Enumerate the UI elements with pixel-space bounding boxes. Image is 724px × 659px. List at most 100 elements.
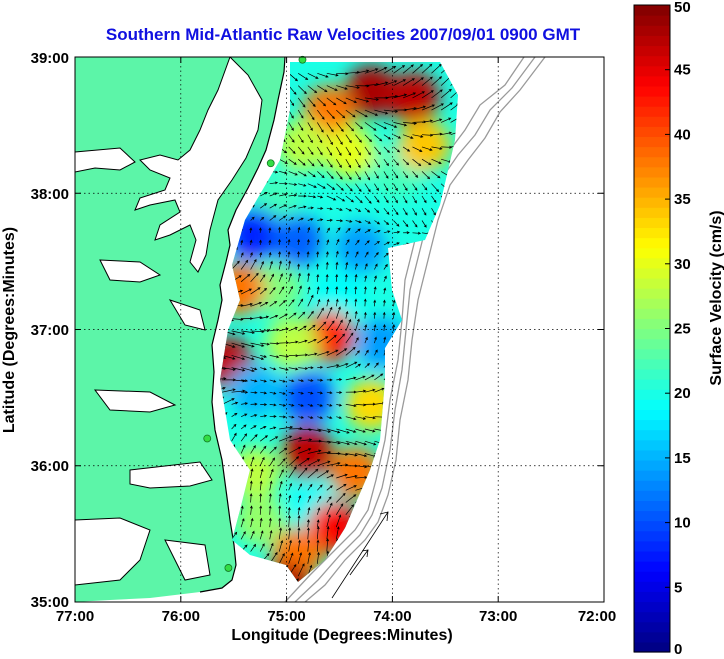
velocity-vector <box>345 171 352 181</box>
velocity-vector <box>250 434 258 442</box>
velocity-vector <box>240 252 244 258</box>
velocity-vector <box>345 346 356 356</box>
x-tick-label: 75:00 <box>267 608 305 625</box>
velocity-vector <box>316 519 320 528</box>
colorbar-tick-label: 5 <box>674 579 682 596</box>
velocity-vector <box>345 485 357 491</box>
velocity-vector <box>298 448 312 454</box>
velocity-vector <box>450 116 458 123</box>
velocity-vector <box>402 121 418 125</box>
velocity-vector <box>288 456 300 466</box>
velocity-vector <box>317 428 332 433</box>
velocity-vector <box>317 378 324 382</box>
velocity-vector <box>402 195 408 204</box>
velocity-vector <box>250 530 255 540</box>
velocity-vector <box>421 171 431 180</box>
velocity-vector <box>363 298 367 307</box>
colorbar-cell <box>634 470 670 481</box>
velocity-vector <box>392 311 396 319</box>
velocity-vector <box>393 230 401 234</box>
velocity-vector <box>260 403 268 407</box>
velocity-vector <box>268 493 272 503</box>
colorbar-cell <box>634 95 670 107</box>
velocity-vector <box>393 79 407 86</box>
radar-station-marker <box>203 434 212 443</box>
colorbar-cell <box>634 186 670 198</box>
velocity-vector <box>383 220 390 226</box>
velocity-vector <box>269 342 280 345</box>
velocity-vector <box>374 146 381 155</box>
velocity-vector <box>335 298 339 307</box>
velocity-vector <box>269 273 274 282</box>
velocity-vector <box>297 506 301 515</box>
velocity-vector <box>269 426 277 430</box>
velocity-vector <box>393 183 398 192</box>
velocity-vector <box>288 340 299 344</box>
velocity-vector <box>260 379 267 383</box>
velocity-vector <box>383 275 387 282</box>
velocity-vector <box>336 219 344 223</box>
velocity-vector <box>297 251 300 258</box>
velocity-vector <box>364 159 371 169</box>
velocity-vector <box>307 218 314 221</box>
velocity-vector <box>345 97 358 103</box>
velocity-vector <box>326 97 337 106</box>
velocity-vector <box>317 206 324 210</box>
velocity-vector <box>259 543 265 552</box>
colorbar-cell <box>634 348 670 360</box>
colorbar-cell <box>634 631 670 643</box>
colorbar-cell <box>634 55 670 67</box>
velocity-vector <box>250 287 261 295</box>
velocity-vector <box>374 134 383 142</box>
velocity-vector <box>298 205 307 209</box>
velocity-vector <box>288 204 297 209</box>
velocity-vector <box>278 447 288 454</box>
colorbar: 0 5 10 15 20 25 30 35 40 45 50 Surface Velocity (c… <box>633 0 724 658</box>
velocity-vector <box>307 85 318 94</box>
velocity-vector <box>269 260 273 270</box>
colorbar-tick-label: 10 <box>674 515 691 532</box>
velocity-vector <box>326 183 336 190</box>
velocity-vector <box>316 507 321 515</box>
velocity-cell <box>313 269 366 322</box>
velocity-vector <box>220 377 227 381</box>
velocity-vector <box>278 260 282 270</box>
velocity-vector <box>287 226 291 233</box>
velocity-vector <box>241 330 256 335</box>
velocity-vector <box>364 416 376 420</box>
velocity-vector <box>269 480 273 491</box>
velocity-vector <box>278 215 287 221</box>
velocity-vector <box>297 285 302 295</box>
colorbar-cell <box>634 156 670 168</box>
velocity-vector <box>374 373 384 381</box>
velocity-vector <box>383 252 389 258</box>
velocity-vector <box>421 63 433 74</box>
velocity-vector <box>269 203 278 209</box>
velocity-vector <box>258 227 262 233</box>
colorbar-cell <box>634 379 670 390</box>
velocity-vector <box>326 298 330 307</box>
velocity-vector <box>307 171 316 178</box>
velocity-vector <box>336 227 341 234</box>
velocity-vector <box>288 326 298 332</box>
velocity-vector <box>374 171 379 179</box>
velocity-vector <box>326 134 333 146</box>
velocity-vector <box>326 349 339 356</box>
velocity-vector <box>355 239 360 246</box>
velocity-vector <box>307 294 314 307</box>
colorbar-cell <box>634 227 670 239</box>
velocity-vector <box>316 273 320 282</box>
velocity-vector <box>259 468 264 479</box>
velocity-vector <box>402 220 409 228</box>
velocity-vector <box>383 109 399 113</box>
colorbar-cell <box>634 277 670 289</box>
velocity-vector <box>345 207 352 212</box>
velocity-vector <box>259 505 263 515</box>
velocity-vector <box>335 261 339 270</box>
velocity-vector <box>297 527 301 540</box>
velocity-vector <box>326 391 333 395</box>
velocity-vector <box>336 348 348 356</box>
velocity-vector <box>250 414 258 418</box>
velocity-vector <box>288 146 296 155</box>
velocity-vector <box>373 324 377 331</box>
